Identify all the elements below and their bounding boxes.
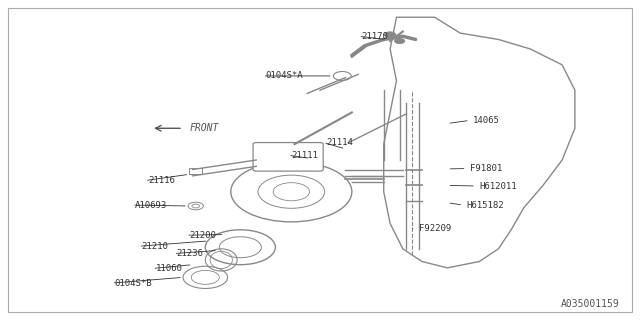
Text: A035001159: A035001159 — [561, 299, 620, 309]
Circle shape — [385, 32, 396, 37]
Bar — [189, 168, 202, 174]
FancyBboxPatch shape — [253, 142, 323, 171]
Text: 11060: 11060 — [156, 264, 182, 273]
Text: 21116: 21116 — [148, 176, 175, 185]
Text: 21236: 21236 — [177, 249, 204, 258]
Text: 21114: 21114 — [326, 138, 353, 147]
Text: F92209: F92209 — [419, 224, 451, 233]
PathPatch shape — [384, 17, 575, 268]
Text: A10693: A10693 — [135, 201, 168, 210]
Circle shape — [394, 38, 404, 44]
Text: 21170: 21170 — [362, 32, 388, 41]
Text: H615182: H615182 — [467, 201, 504, 210]
Text: H612011: H612011 — [479, 181, 517, 190]
Text: 21200: 21200 — [189, 231, 216, 240]
Text: 14065: 14065 — [473, 116, 500, 125]
Text: FRONT: FRONT — [189, 123, 219, 133]
Text: 0104S*A: 0104S*A — [266, 71, 303, 80]
Text: 21210: 21210 — [141, 242, 168, 251]
Text: 0104S*B: 0104S*B — [115, 279, 152, 288]
Text: 21111: 21111 — [291, 151, 318, 160]
Text: F91801: F91801 — [470, 164, 502, 173]
